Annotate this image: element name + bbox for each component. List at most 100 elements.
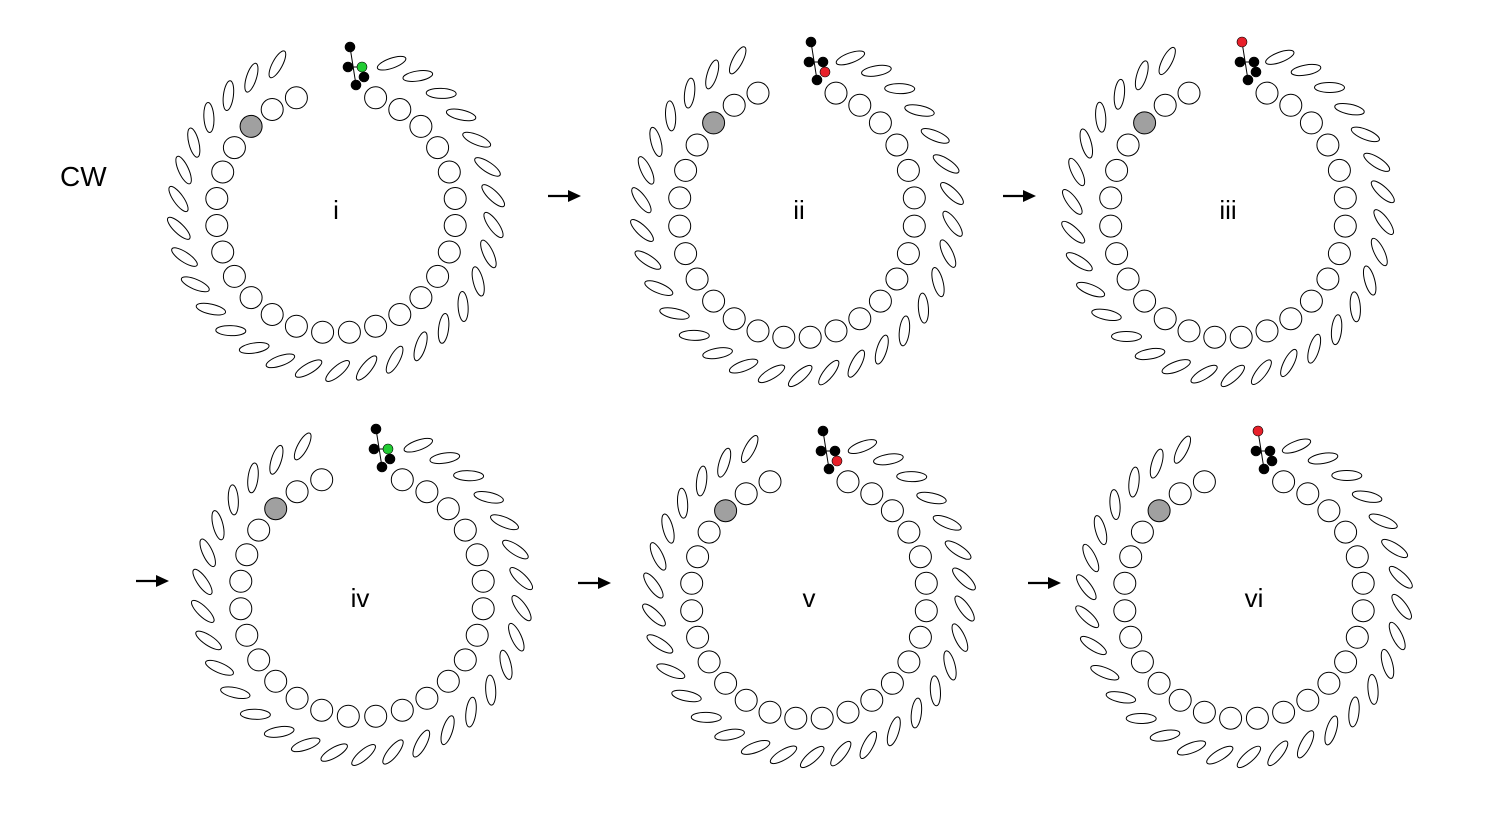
outer-ellipse [385, 345, 404, 374]
outer-ellipse [1350, 126, 1380, 143]
ring-subunit [415, 480, 439, 504]
outer-ellipse [244, 62, 259, 93]
outer-ellipse [1391, 593, 1412, 620]
outer-ellipse [485, 674, 497, 706]
outer-ellipse [1296, 730, 1315, 759]
ring-subunit [902, 214, 926, 238]
arrow-head [598, 577, 611, 589]
ring-subunit [1116, 133, 1140, 157]
outer-ellipse [453, 470, 485, 482]
ring-subunit [897, 650, 921, 674]
highlighted-subunit [1147, 499, 1171, 523]
ring-subunit [686, 545, 710, 569]
ring-subunit [235, 543, 259, 567]
ring-subunit [1351, 571, 1375, 595]
outer-ellipse [1331, 469, 1363, 482]
outer-ellipse [268, 50, 287, 79]
outer-ellipse [473, 490, 504, 504]
outer-ellipse [659, 307, 690, 320]
highlighted-subunit [239, 114, 263, 138]
marker-dot [368, 443, 380, 455]
outer-ellipse [630, 219, 654, 242]
outer-ellipse [649, 126, 663, 157]
ring-subunit [437, 160, 461, 184]
panel-label: iii [1219, 195, 1236, 225]
ring-subunit [336, 704, 360, 728]
ring-subunit [1351, 599, 1375, 623]
outer-ellipse [1367, 673, 1379, 705]
outer-ellipse [1076, 281, 1106, 298]
ring-subunit [1177, 319, 1201, 343]
outer-ellipse [502, 539, 529, 560]
ring-subunit [235, 623, 259, 647]
outer-ellipse [932, 514, 962, 531]
outer-ellipse [799, 745, 825, 769]
marker-dot [1236, 36, 1248, 48]
outer-ellipse [683, 77, 696, 109]
outer-ellipse [644, 280, 674, 296]
outer-ellipse [509, 567, 534, 591]
ring-subunit [824, 81, 848, 105]
outer-ellipse [238, 342, 270, 354]
ring-subunit [1316, 267, 1340, 291]
outer-ellipse [631, 187, 652, 214]
outer-ellipse [847, 349, 866, 378]
panel-label: ii [793, 195, 805, 225]
outer-ellipse [215, 325, 247, 337]
outer-ellipse [1075, 605, 1100, 629]
outer-ellipse [642, 603, 666, 627]
ring-subunit [674, 242, 698, 266]
ring-subunit [734, 688, 758, 712]
outer-ellipse [916, 491, 947, 505]
transition-arrow [1028, 577, 1061, 589]
marker-dot [356, 61, 368, 73]
ring-subunit [1345, 545, 1369, 569]
ring-subunit [1203, 325, 1227, 349]
marker-dot [817, 425, 829, 437]
outer-ellipse [412, 729, 431, 758]
outer-ellipse [929, 675, 942, 707]
marker-dot [344, 41, 356, 53]
outer-ellipse [190, 599, 215, 623]
outer-ellipse [499, 649, 513, 680]
outer-ellipse [661, 513, 675, 544]
ring-subunit [222, 264, 246, 288]
outer-ellipse [1290, 63, 1322, 77]
outer-ellipse [269, 444, 284, 475]
ring-subunit [390, 698, 414, 722]
outer-ellipse [951, 623, 969, 652]
ring-subunit [1219, 706, 1243, 730]
ring-subunit [1272, 700, 1296, 724]
ring-subunit [247, 518, 271, 542]
outer-ellipse [954, 595, 975, 622]
ring-subunit [1327, 158, 1351, 182]
ring-subunit [897, 520, 921, 544]
ring-subunit [758, 470, 782, 494]
ring-subunit [211, 160, 235, 184]
ring-subunit [264, 669, 288, 693]
ring-subunit [880, 671, 904, 695]
ring-subunit [1168, 482, 1192, 506]
outer-ellipse [265, 353, 296, 369]
ring-subunit [465, 623, 489, 647]
ring-subunit [426, 136, 450, 160]
ring-subunit [453, 648, 477, 672]
highlighted-subunit [264, 497, 288, 521]
ring-subunit [1255, 81, 1279, 105]
outer-ellipse [1134, 347, 1166, 361]
outer-ellipse [511, 595, 532, 622]
ring-subunit [437, 240, 461, 264]
ring-subunit [426, 264, 450, 288]
outer-ellipse [263, 725, 295, 738]
ring-subunit [885, 133, 909, 157]
outer-ellipse [874, 334, 889, 365]
ring-subunit [284, 86, 308, 110]
outer-ellipse [939, 239, 957, 268]
outer-ellipse [1362, 265, 1377, 296]
outer-ellipse [1061, 220, 1086, 244]
ring-subunit [443, 214, 467, 237]
outer-ellipse [205, 659, 234, 676]
ring-subunit [1296, 482, 1320, 506]
marker-dot [1250, 66, 1262, 78]
